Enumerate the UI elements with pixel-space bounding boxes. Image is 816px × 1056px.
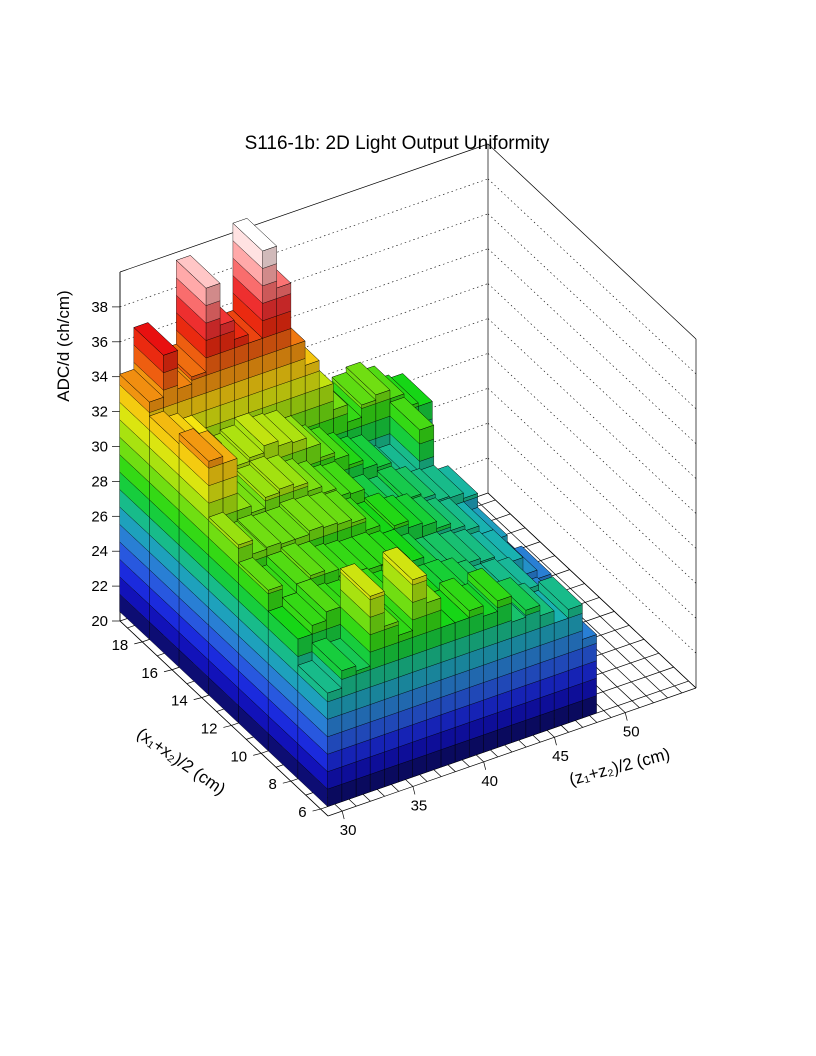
bar bbox=[297, 660, 343, 808]
floor-gridline bbox=[473, 497, 683, 694]
bar-top-face bbox=[467, 567, 513, 602]
x-tick-mark bbox=[624, 712, 628, 721]
bar-top-face bbox=[281, 592, 327, 626]
bar-top-face bbox=[267, 606, 313, 640]
z-tick-label: 34 bbox=[91, 369, 108, 386]
y-tick-mark bbox=[163, 669, 173, 673]
x-tick-label: 50 bbox=[623, 724, 640, 741]
y-tick-label: 16 bbox=[141, 665, 158, 682]
y-tick-mark bbox=[193, 697, 202, 700]
bar-top-face bbox=[119, 369, 164, 403]
box-edge bbox=[487, 143, 697, 340]
x-axis-line bbox=[327, 687, 697, 817]
bar-top-face bbox=[175, 255, 221, 289]
z-gridline bbox=[487, 283, 697, 479]
chart-title: S116-1b: 2D Light Output Uniformity bbox=[245, 133, 550, 154]
y-tick-mark bbox=[134, 641, 143, 645]
z-tick-label: 36 bbox=[91, 334, 108, 351]
x-tick-mark bbox=[483, 761, 487, 770]
z-axis-label: ADC/d (ch/cm) bbox=[54, 290, 73, 401]
bar-top-face bbox=[249, 456, 295, 490]
z-gridline bbox=[119, 213, 489, 343]
y-tick-mark bbox=[312, 808, 321, 812]
bar-top-face bbox=[238, 557, 283, 591]
x-tick-mark bbox=[341, 810, 345, 820]
x-tick-mark bbox=[554, 737, 557, 746]
z-gridline bbox=[119, 248, 489, 377]
x-tick-label: 45 bbox=[552, 748, 569, 765]
z-tick-label: 26 bbox=[91, 508, 108, 525]
bar-top-face bbox=[296, 578, 341, 613]
x-axis-label: (z₁+z₂)/2 (cm) bbox=[567, 744, 672, 789]
bar-top-face bbox=[232, 218, 278, 252]
bar-top-face bbox=[233, 412, 279, 447]
y-tick-label: 8 bbox=[269, 776, 277, 793]
bar-top-face bbox=[311, 637, 357, 672]
z-gridline bbox=[487, 213, 697, 410]
y-tick-label: 10 bbox=[230, 748, 247, 765]
floor-gridline bbox=[487, 492, 697, 689]
x-tick-mark bbox=[412, 786, 416, 795]
z-tick-label: 24 bbox=[91, 543, 108, 560]
bar-top-face bbox=[439, 577, 484, 612]
y-axis-line bbox=[119, 620, 329, 817]
bar-top-face bbox=[331, 372, 377, 406]
bars-layer bbox=[119, 218, 598, 808]
bar-top-face bbox=[219, 424, 265, 458]
y-tick-mark bbox=[253, 752, 262, 756]
box-edge bbox=[119, 143, 489, 273]
bar-top-face bbox=[538, 576, 583, 610]
z-tick-label: 32 bbox=[91, 404, 108, 421]
bar-top-face bbox=[339, 563, 385, 597]
y-tick-label: 12 bbox=[201, 720, 218, 737]
bar-top-face bbox=[178, 428, 224, 462]
z-tick-label: 38 bbox=[91, 299, 108, 316]
z-tick-label: 30 bbox=[91, 439, 108, 456]
y-tick-mark bbox=[223, 725, 232, 728]
bar-top-face bbox=[345, 361, 391, 396]
bar-top-face bbox=[376, 465, 422, 500]
z-tick-label: 28 bbox=[91, 473, 108, 490]
z-gridline bbox=[487, 353, 697, 549]
bar-top-face bbox=[208, 511, 254, 546]
bar-top-face bbox=[235, 464, 281, 498]
bar-top-face bbox=[382, 546, 428, 581]
z-gridline bbox=[487, 248, 697, 444]
y-tick-label: 6 bbox=[298, 804, 306, 821]
z-gridline bbox=[487, 178, 697, 375]
bar-top-face bbox=[280, 542, 326, 576]
x-tick-label: 40 bbox=[481, 773, 498, 790]
bar-top-face bbox=[297, 660, 343, 694]
z-gridline bbox=[119, 178, 489, 308]
x-tick-label: 30 bbox=[340, 822, 357, 839]
x-tick-label: 35 bbox=[411, 797, 428, 814]
bar-top-face bbox=[364, 492, 409, 527]
y-tick-mark bbox=[282, 780, 291, 784]
y-tick-label: 18 bbox=[112, 637, 129, 654]
z-tick-label: 20 bbox=[91, 613, 108, 630]
bar-top-face bbox=[389, 397, 435, 431]
y-tick-label: 14 bbox=[171, 693, 188, 710]
z-gridline bbox=[487, 318, 697, 514]
bar-top-face bbox=[279, 497, 324, 532]
z-tick-label: 22 bbox=[91, 578, 108, 595]
bar-top-face bbox=[133, 322, 179, 356]
bar-top-face bbox=[236, 514, 282, 548]
